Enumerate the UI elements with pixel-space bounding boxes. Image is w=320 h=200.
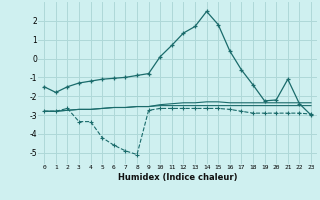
X-axis label: Humidex (Indice chaleur): Humidex (Indice chaleur): [118, 173, 237, 182]
